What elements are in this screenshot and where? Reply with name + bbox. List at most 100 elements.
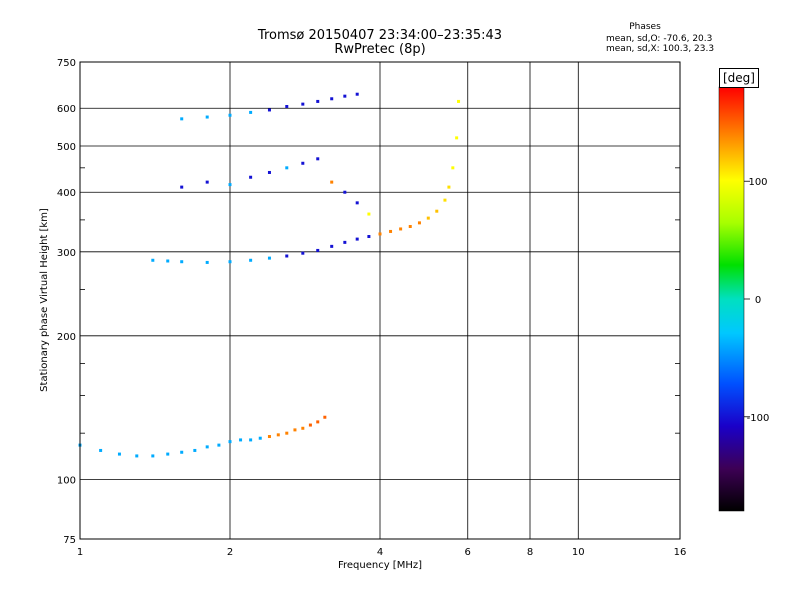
data-point — [308, 423, 312, 427]
chart-subtitle: RwPretec (8p) — [334, 42, 426, 57]
data-point — [293, 428, 297, 432]
colorbar-tick-label: 100 — [748, 177, 767, 188]
y-tick-label: 600 — [57, 104, 76, 115]
y-tick-label: 200 — [57, 332, 76, 343]
data-point — [457, 99, 461, 103]
data-point — [378, 232, 382, 236]
y-tick-label: 750 — [57, 58, 76, 69]
y-tick-label: 75 — [63, 535, 76, 546]
data-point — [228, 260, 232, 264]
data-point — [355, 201, 359, 205]
colorbar — [718, 86, 745, 512]
y-tick-label: 500 — [57, 142, 76, 153]
data-point — [323, 415, 327, 419]
data-point — [166, 452, 170, 456]
phases-title: Phases — [629, 22, 661, 32]
data-point — [285, 254, 289, 258]
x-tick-label: 10 — [572, 547, 585, 558]
phase-stats-x: mean, sd,X: 100.3, 23.3 — [606, 44, 715, 54]
colorbar-ticks: 100 0 -100 — [744, 177, 769, 424]
data-point — [249, 438, 253, 442]
data-point — [301, 102, 305, 106]
data-point — [316, 248, 320, 252]
chart-title: Tromsø 20150407 23:34:00–23:35:43 — [257, 28, 503, 43]
data-point — [343, 240, 347, 244]
y-tick-label: 300 — [57, 248, 76, 259]
data-point — [267, 108, 271, 112]
data-point — [285, 166, 289, 170]
data-point — [267, 256, 271, 260]
data-point — [180, 185, 184, 189]
x-tick-label: 2 — [227, 547, 233, 558]
data-point — [355, 237, 359, 241]
data-point — [249, 258, 253, 262]
data-point — [151, 454, 155, 458]
data-point — [451, 166, 455, 170]
data-point — [443, 198, 447, 202]
data-point — [205, 445, 209, 449]
y-tick-label: 100 — [57, 475, 76, 486]
data-point — [180, 450, 184, 454]
grid-lines — [80, 62, 680, 539]
data-point — [285, 431, 289, 435]
data-point — [435, 209, 439, 213]
x-tick-label: 6 — [465, 547, 471, 558]
phase-stats-o: mean, sd,O: -70.6, 20.3 — [606, 34, 713, 44]
data-point — [267, 435, 271, 439]
data-point — [135, 454, 139, 458]
data-point — [267, 170, 271, 174]
data-point — [426, 216, 430, 220]
data-point — [330, 244, 334, 248]
data-point — [301, 426, 305, 430]
data-point — [249, 110, 253, 114]
data-point — [151, 258, 155, 262]
data-point — [205, 260, 209, 264]
data-point — [228, 440, 232, 444]
data-point — [343, 190, 347, 194]
y-axis-label: Stationary phase Virtual Height [km] — [39, 208, 50, 392]
data-point — [330, 97, 334, 101]
data-point — [193, 448, 197, 452]
data-point — [301, 161, 305, 165]
data-point — [217, 443, 221, 447]
data-point — [316, 420, 320, 424]
data-point — [117, 452, 121, 456]
x-tick-label: 16 — [674, 547, 687, 558]
data-point — [455, 136, 459, 140]
data-point — [99, 448, 103, 452]
x-tick-label: 8 — [527, 547, 533, 558]
data-point — [408, 224, 412, 228]
plot-frame — [79, 61, 681, 540]
data-point — [399, 227, 403, 231]
x-tick-label: 4 — [377, 547, 383, 558]
data-point — [301, 251, 305, 255]
data-point — [276, 433, 280, 437]
x-axis-label: Frequency [MHz] — [338, 560, 422, 571]
x-tick-label: 1 — [77, 547, 83, 558]
data-point — [389, 229, 393, 233]
data-point — [258, 436, 262, 440]
data-point — [367, 235, 371, 239]
data-point — [316, 157, 320, 161]
data-point — [367, 212, 371, 216]
data-point — [285, 105, 289, 109]
colorbar-tick-label: 0 — [755, 295, 761, 306]
data-point — [330, 180, 334, 184]
data-point — [355, 92, 359, 96]
colorbar-unit: [deg] — [719, 68, 759, 88]
colorbar-tick-label: -100 — [747, 413, 770, 424]
data-points — [78, 92, 461, 458]
data-point — [228, 113, 232, 117]
y-tick-label: 400 — [57, 188, 76, 199]
data-point — [343, 94, 347, 98]
data-point — [447, 185, 451, 189]
data-point — [205, 180, 209, 184]
data-point — [249, 175, 253, 179]
data-point — [205, 115, 209, 119]
data-point — [417, 221, 421, 225]
data-point — [239, 438, 243, 442]
data-point — [180, 260, 184, 264]
axis-ticks: 1 2 4 6 8 10 16 75 100 200 300 400 500 600 750 — [57, 58, 686, 558]
data-point — [180, 117, 184, 121]
